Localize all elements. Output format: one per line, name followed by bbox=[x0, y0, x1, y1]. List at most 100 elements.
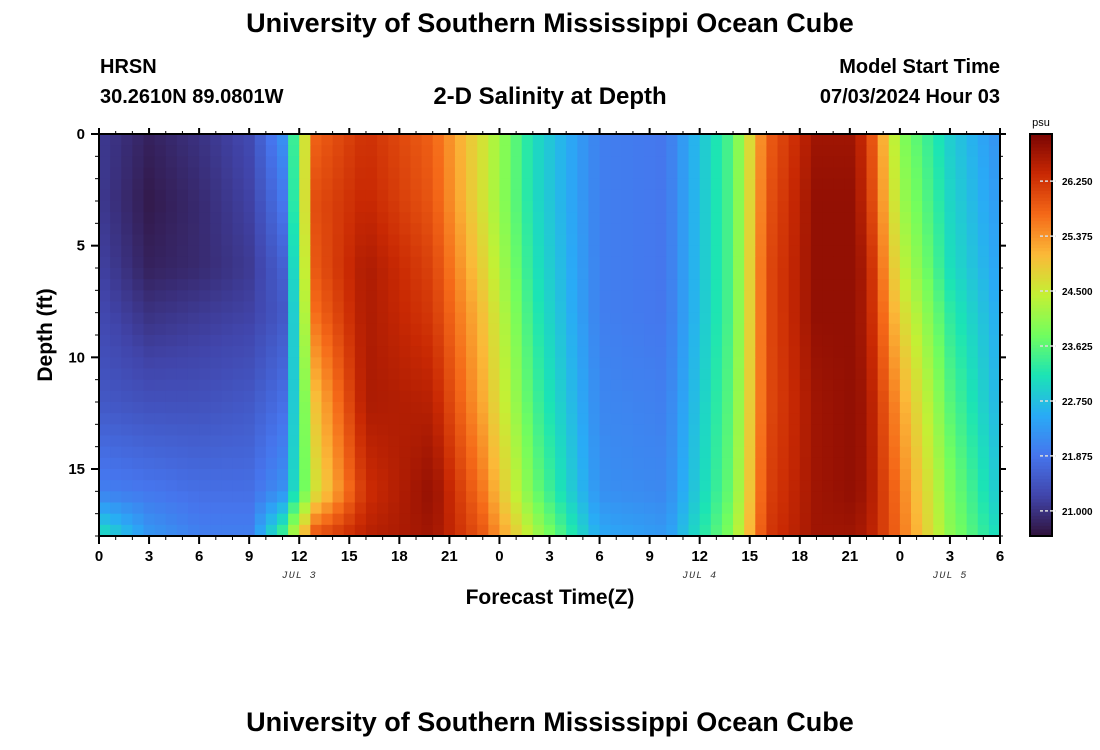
heatmap-cell bbox=[710, 223, 723, 236]
heatmap-cell bbox=[154, 346, 167, 358]
heatmap-cell bbox=[121, 212, 133, 224]
heatmap-cell bbox=[944, 245, 957, 258]
heatmap-cell bbox=[955, 357, 968, 370]
heatmap-cell bbox=[165, 491, 178, 504]
heatmap-cell bbox=[243, 189, 256, 202]
heatmap-cell bbox=[688, 167, 701, 180]
heatmap-cell bbox=[299, 145, 311, 157]
heatmap-cell bbox=[466, 234, 478, 247]
heatmap-cell bbox=[822, 524, 834, 537]
heatmap-cell bbox=[510, 290, 523, 303]
heatmap-cell bbox=[510, 446, 523, 459]
chart-subtitle: 2-D Salinity at Depth bbox=[433, 83, 667, 110]
heatmap-cell bbox=[210, 402, 222, 414]
heatmap-cell bbox=[666, 167, 679, 180]
heatmap-cell bbox=[454, 469, 467, 481]
heatmap-cell bbox=[621, 279, 634, 291]
heatmap-cell bbox=[332, 491, 345, 504]
colorbar-segment bbox=[1030, 515, 1052, 520]
heatmap-cell bbox=[165, 323, 178, 336]
heatmap-cell bbox=[566, 268, 578, 280]
heatmap-cell bbox=[922, 379, 934, 392]
heatmap-cell bbox=[833, 223, 845, 236]
heatmap-cell bbox=[321, 268, 334, 280]
heatmap-cell bbox=[833, 513, 845, 526]
heatmap-cell bbox=[221, 446, 234, 459]
heatmap-cell bbox=[132, 390, 145, 403]
heatmap-cell bbox=[555, 201, 567, 213]
heatmap-cell bbox=[199, 189, 211, 202]
heatmap-cell bbox=[777, 178, 790, 191]
heatmap-cell bbox=[799, 346, 812, 358]
heatmap-cell bbox=[655, 424, 667, 437]
heatmap-cell bbox=[944, 424, 957, 437]
heatmap-cell bbox=[543, 201, 556, 213]
heatmap-cell bbox=[332, 167, 345, 180]
heatmap-cell bbox=[844, 502, 856, 515]
heatmap-cell bbox=[254, 513, 267, 526]
heatmap-cell bbox=[621, 245, 634, 258]
heatmap-cell bbox=[388, 513, 400, 526]
heatmap-cell bbox=[733, 256, 745, 269]
heatmap-cell bbox=[310, 178, 323, 191]
heatmap-cell bbox=[299, 402, 311, 414]
heatmap-cell bbox=[199, 390, 211, 403]
heatmap-cell bbox=[810, 212, 823, 224]
heatmap-cell bbox=[866, 201, 879, 213]
heatmap-cell bbox=[210, 134, 222, 146]
heatmap-cell bbox=[143, 513, 156, 526]
heatmap-cell bbox=[310, 312, 323, 325]
heatmap-cell bbox=[176, 390, 189, 403]
heatmap-cell bbox=[610, 189, 623, 202]
heatmap-cell bbox=[699, 390, 712, 403]
heatmap-cell bbox=[221, 167, 234, 180]
heatmap-cell bbox=[354, 457, 367, 470]
heatmap-cell bbox=[143, 413, 156, 425]
heatmap-cell bbox=[632, 279, 645, 291]
heatmap-cell bbox=[488, 134, 501, 146]
heatmap-cell bbox=[543, 346, 556, 358]
heatmap-cell bbox=[977, 178, 990, 191]
heatmap-cell bbox=[399, 312, 412, 325]
heatmap-cell bbox=[577, 201, 590, 213]
heatmap-cell bbox=[243, 346, 256, 358]
heatmap-cell bbox=[332, 457, 345, 470]
heatmap-cell bbox=[99, 268, 111, 280]
heatmap-cell bbox=[365, 379, 378, 392]
heatmap-cell bbox=[755, 201, 767, 213]
heatmap-cell bbox=[877, 424, 890, 437]
heatmap-cell bbox=[655, 379, 667, 392]
heatmap-cell bbox=[733, 446, 745, 459]
heatmap-cell bbox=[187, 167, 200, 180]
heatmap-cell bbox=[132, 368, 145, 381]
heatmap-cell bbox=[577, 502, 590, 515]
heatmap-cell bbox=[243, 435, 256, 448]
heatmap-cell bbox=[432, 201, 445, 213]
heatmap-cell bbox=[844, 178, 856, 191]
heatmap-cell bbox=[899, 245, 912, 258]
heatmap-cell bbox=[210, 156, 222, 169]
heatmap-cell bbox=[187, 502, 200, 515]
heatmap-cell bbox=[955, 189, 968, 202]
heatmap-cell bbox=[677, 268, 690, 280]
heatmap-cell bbox=[833, 290, 845, 303]
heatmap-cell bbox=[710, 480, 723, 492]
heatmap-cell bbox=[165, 167, 178, 180]
heatmap-cell bbox=[755, 491, 767, 504]
heatmap-cell bbox=[432, 357, 445, 370]
heatmap-cell bbox=[610, 413, 623, 425]
heatmap-cell bbox=[365, 480, 378, 492]
heatmap-cell bbox=[232, 323, 245, 336]
heatmap-cell bbox=[677, 201, 690, 213]
colorbar-segment bbox=[1030, 278, 1052, 282]
heatmap-cell bbox=[299, 379, 311, 392]
heatmap-cell bbox=[132, 268, 145, 280]
heatmap-cell bbox=[499, 435, 512, 448]
heatmap-cell bbox=[232, 290, 245, 303]
heatmap-cell bbox=[888, 234, 901, 247]
heatmap-cell bbox=[510, 469, 523, 481]
heatmap-cell bbox=[688, 323, 701, 336]
heatmap-cell bbox=[466, 156, 478, 169]
heatmap-cell bbox=[410, 268, 423, 280]
heatmap-cell bbox=[543, 312, 556, 325]
